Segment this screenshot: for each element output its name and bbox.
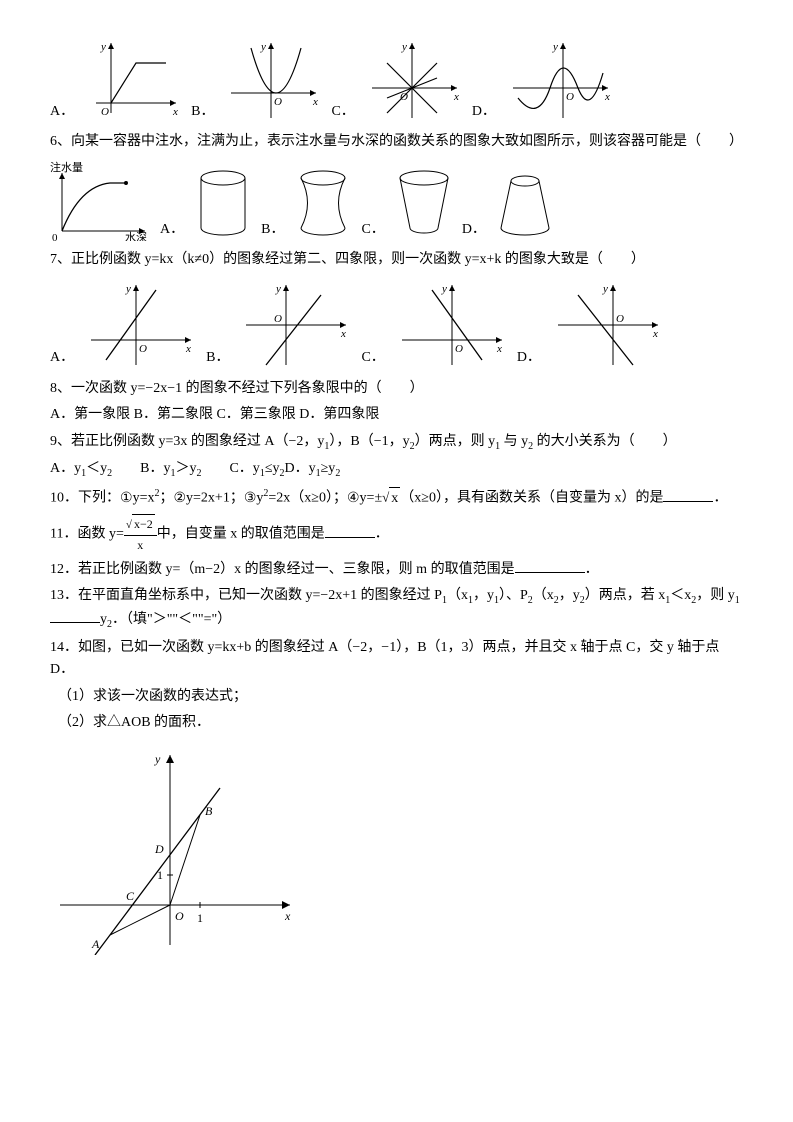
svg-text:x: x	[496, 343, 502, 355]
svg-text:O: O	[616, 313, 624, 325]
q13-blank[interactable]	[50, 609, 100, 623]
q6-curve: 注水量 0 水深	[50, 161, 150, 241]
q14-sub2: （2）求△AOB 的面积．	[50, 712, 743, 734]
svg-text:O: O	[455, 343, 463, 355]
q10-text: 10．下列：①y=x2；②y=2x+1；③y2=2x（x≥0）；④y=±√x（x…	[50, 486, 743, 510]
svg-text:x: x	[652, 328, 658, 340]
svg-text:O: O	[175, 909, 184, 923]
q14-graph: x y O 1 1 A B C D	[50, 745, 300, 955]
q7-graph-C: x y O	[397, 280, 507, 370]
q14-sub1: （1）求该一次函数的表达式；	[50, 686, 743, 708]
svg-text:C: C	[126, 889, 135, 903]
svg-text:A: A	[91, 937, 100, 951]
graph-D: x y O	[508, 38, 613, 123]
container-cone-up	[498, 166, 553, 241]
row1-options: A． x y O B． x y O C． x y O D． x y O	[50, 38, 743, 123]
q7-graph-B: x y O	[241, 280, 351, 370]
graph-C: x y O	[367, 38, 462, 123]
svg-text:y: y	[260, 41, 266, 53]
svg-text:x: x	[172, 106, 178, 118]
container-cone-down	[397, 166, 452, 241]
svg-text:O: O	[101, 106, 109, 118]
q7-text: 7、正比例函数 y=kx（k≠0）的图象经过第二、四象限，则一次函数 y=x+k…	[50, 249, 743, 271]
svg-text:y: y	[125, 283, 131, 295]
container-hourglass	[296, 166, 351, 241]
q6-D-label: D．	[462, 219, 486, 241]
q10-blank[interactable]	[663, 488, 713, 502]
option-B-label: B．	[191, 101, 214, 123]
svg-text:水深: 水深	[125, 231, 147, 241]
svg-text:x: x	[185, 343, 191, 355]
svg-text:x: x	[340, 328, 346, 340]
q9-text: 9、若正比例函数 y=3x 的图象经过 A（−2，y1），B（−1，y2）两点，…	[50, 431, 743, 455]
svg-text:y: y	[441, 283, 447, 295]
q11-blank[interactable]	[325, 524, 375, 538]
q12-text: 12．若正比例函数 y=（m−2）x 的图象经过一、三象限，则 m 的取值范围是…	[50, 559, 743, 581]
svg-text:y: y	[401, 41, 407, 53]
graph-A: x y O	[86, 38, 181, 123]
q9-options: A．y1＜y2 B．y1＞y2 C．y1≤y2D．y1≥y2	[50, 458, 743, 482]
svg-text:x: x	[284, 909, 291, 923]
q6-A-label: A．	[160, 219, 184, 241]
svg-text:y: y	[275, 283, 281, 295]
q7-B-label: B．	[206, 347, 229, 369]
q7-C-label: C．	[361, 347, 384, 369]
q6-C-label: C．	[361, 219, 384, 241]
svg-text:B: B	[205, 804, 213, 818]
svg-text:O: O	[274, 96, 282, 108]
q7-options: A． x y O B． x y O C． x y O D． x y O	[50, 280, 743, 370]
option-D-label: D．	[472, 101, 496, 123]
svg-text:y: y	[154, 752, 161, 766]
svg-text:y: y	[552, 41, 558, 53]
q7-graph-D: x y O	[553, 280, 663, 370]
option-C-label: C．	[331, 101, 354, 123]
q7-graph-A: x y O	[86, 280, 196, 370]
svg-text:x: x	[604, 91, 610, 103]
svg-text:O: O	[274, 313, 282, 325]
svg-text:O: O	[139, 343, 147, 355]
q8-text: 8、一次函数 y=−2x−1 的图象不经过下列各象限中的（ ）	[50, 378, 743, 400]
container-cylinder	[196, 166, 251, 241]
q8-options: A．第一象限 B．第二象限 C．第三象限 D．第四象限	[50, 404, 743, 426]
svg-text:O: O	[566, 91, 574, 103]
q6-text: 6、向某一容器中注水，注满为止，表示注水量与水深的函数关系的图象大致如图所示，则…	[50, 131, 743, 153]
svg-text:y: y	[602, 283, 608, 295]
svg-text:x: x	[312, 96, 318, 108]
q14-text: 14．如图，已如一次函数 y=kx+b 的图象经过 A（−2，−1），B（1，3…	[50, 637, 743, 682]
q12-blank[interactable]	[515, 559, 585, 573]
svg-text:y: y	[100, 41, 106, 53]
graph-B: x y O	[226, 38, 321, 123]
svg-text:注水量: 注水量	[50, 161, 83, 174]
svg-text:0: 0	[52, 232, 58, 241]
q6-B-label: B．	[261, 219, 284, 241]
svg-text:x: x	[453, 91, 459, 103]
q7-D-label: D．	[517, 347, 541, 369]
option-A-label: A．	[50, 101, 74, 123]
svg-text:D: D	[154, 842, 164, 856]
svg-text:1: 1	[197, 911, 203, 925]
q7-A-label: A．	[50, 347, 74, 369]
q6-options: 注水量 0 水深 A． B． C． D．	[50, 161, 743, 241]
q13-text: 13．在平面直角坐标系中，已知一次函数 y=−2x+1 的图象经过 P1（x1，…	[50, 585, 743, 633]
q11-text: 11．函数 y=√x−2x中，自变量 x 的取值范围是．	[50, 514, 743, 555]
